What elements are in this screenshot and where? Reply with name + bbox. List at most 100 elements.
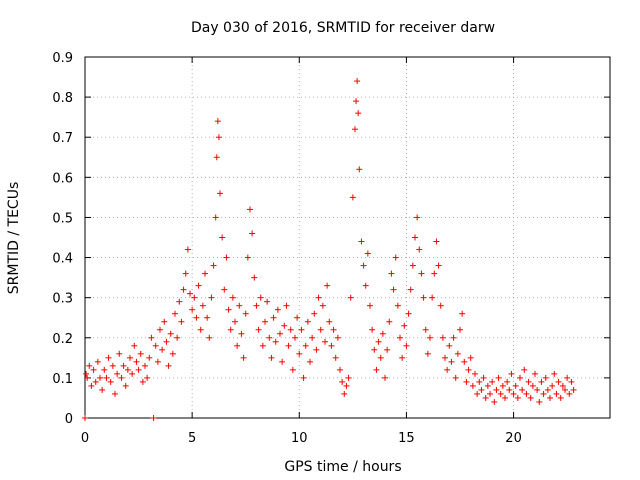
data-point-marker	[135, 366, 142, 373]
data-point-marker	[157, 326, 163, 333]
data-point-marker	[208, 294, 215, 301]
data-point-marker	[133, 358, 140, 365]
data-point-marker	[317, 326, 324, 333]
data-point-marker	[416, 246, 423, 253]
data-point-marker	[212, 214, 219, 221]
data-point-marker	[251, 274, 258, 281]
data-point-marker	[337, 366, 343, 373]
data-point-marker	[270, 314, 277, 321]
data-point-marker	[180, 286, 187, 293]
data-point-marker	[418, 270, 425, 277]
data-point-marker	[131, 342, 138, 349]
data-point-marker	[223, 254, 230, 261]
data-point-marker	[172, 310, 178, 317]
data-point-marker	[217, 190, 223, 197]
data-point-marker	[407, 286, 414, 293]
data-point-marker	[544, 386, 551, 393]
x-tick-label: 10	[291, 431, 308, 446]
data-point-marker	[489, 378, 496, 385]
data-point-marker	[397, 334, 403, 341]
data-point-marker	[448, 358, 455, 365]
y-tick-label: 0.2	[52, 332, 73, 347]
data-point-marker	[178, 318, 185, 325]
data-point-marker	[122, 382, 129, 389]
data-point-marker	[493, 386, 500, 393]
data-point-marker	[454, 350, 461, 357]
data-point-marker	[129, 370, 136, 377]
data-point-marker	[215, 134, 222, 141]
data-point-marker	[504, 378, 511, 385]
data-point-marker	[82, 415, 88, 421]
y-tick-label: 0.3	[52, 292, 73, 307]
data-point-marker	[508, 370, 515, 377]
data-point-marker	[184, 246, 191, 253]
data-point-marker	[401, 322, 408, 329]
data-point-marker	[150, 415, 157, 421]
data-point-marker	[242, 310, 249, 317]
data-point-marker	[176, 298, 183, 305]
data-point-marker	[536, 398, 543, 405]
data-point-marker	[457, 326, 463, 333]
data-point-marker	[154, 358, 161, 365]
axis-ticks	[84, 56, 610, 419]
data-point-marker	[274, 306, 281, 313]
data-point-marker	[298, 326, 305, 333]
data-point-marker	[163, 338, 170, 345]
data-point-marker	[253, 302, 260, 309]
data-point-marker	[114, 370, 121, 377]
data-point-marker	[514, 394, 521, 401]
data-point-marker	[452, 374, 459, 381]
data-point-marker	[264, 298, 271, 305]
data-point-marker	[315, 294, 322, 301]
data-point-marker	[148, 334, 155, 341]
data-point-marker	[497, 390, 504, 397]
y-tick-label: 0.5	[52, 211, 73, 226]
x-tick-label: 15	[398, 431, 415, 446]
data-point-marker	[525, 378, 532, 385]
data-point-marker	[330, 326, 337, 333]
data-point-marker	[204, 314, 211, 321]
data-point-marker	[90, 366, 97, 373]
data-point-marker	[388, 270, 395, 277]
data-point-marker	[283, 302, 290, 309]
data-point-marker	[139, 378, 146, 385]
y-tick-label: 0.6	[52, 171, 73, 186]
data-point-marker	[289, 366, 296, 373]
data-point-marker	[480, 374, 487, 381]
data-point-marker	[517, 374, 523, 381]
data-point-marker	[487, 390, 493, 397]
data-point-marker	[562, 386, 568, 393]
data-point-marker	[259, 342, 266, 349]
data-point-marker	[182, 270, 189, 277]
x-axis-label: GPS time / hours	[284, 459, 401, 475]
data-point-marker	[343, 382, 350, 389]
data-point-marker	[465, 366, 472, 373]
data-point-marker	[420, 294, 427, 301]
data-points	[82, 78, 577, 421]
data-point-marker	[499, 382, 506, 389]
x-tick-label: 5	[188, 431, 196, 446]
data-point-marker	[377, 354, 384, 361]
data-point-marker	[144, 374, 151, 381]
data-point-marker	[142, 362, 148, 369]
data-point-marker	[476, 378, 483, 385]
data-point-marker	[257, 294, 264, 301]
data-point-marker	[326, 318, 333, 325]
data-point-marker	[491, 398, 498, 405]
x-tick-label: 20	[505, 431, 522, 446]
y-tick-label: 0	[65, 412, 73, 427]
data-point-marker	[319, 302, 326, 309]
plot-frame	[84, 56, 611, 419]
data-point-marker	[435, 262, 442, 269]
data-point-marker	[392, 254, 399, 261]
data-point-marker	[469, 382, 476, 389]
data-point-marker	[341, 390, 348, 397]
data-point-marker	[92, 378, 99, 385]
data-point-marker	[394, 302, 401, 309]
data-point-marker	[367, 302, 373, 309]
data-point-marker	[553, 390, 560, 397]
data-point-marker	[103, 374, 110, 381]
data-point-marker	[495, 374, 502, 381]
data-point-marker	[287, 326, 294, 333]
data-point-marker	[332, 354, 339, 361]
